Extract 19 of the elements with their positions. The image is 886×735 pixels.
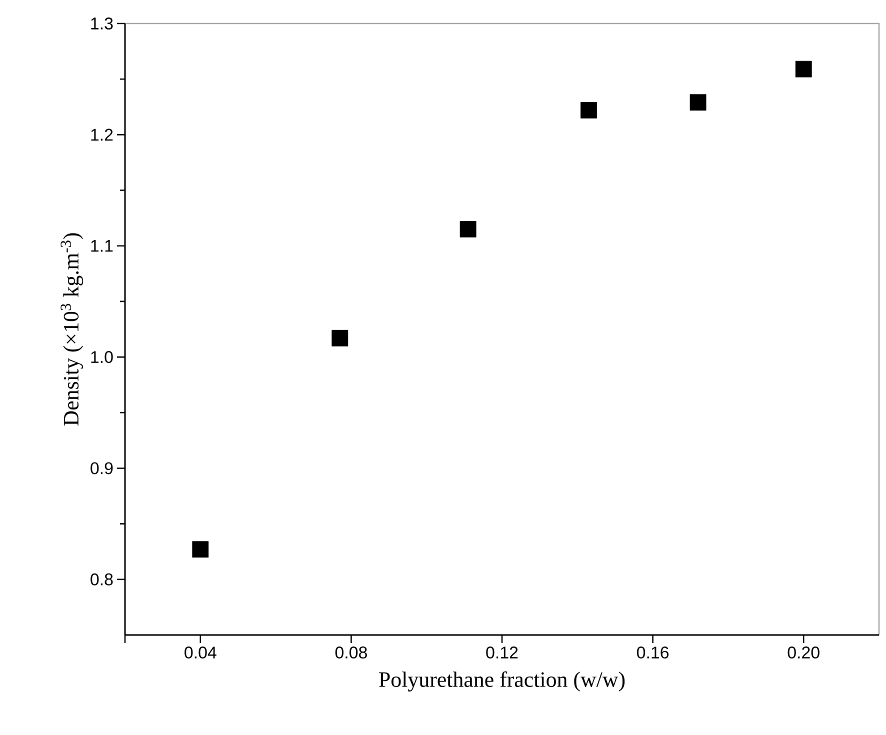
point	[460, 220, 476, 238]
y-tick-label: 1.1	[91, 240, 113, 252]
point	[690, 94, 706, 111]
y-axis-title: Density (×10$^{3}$ kg.m$^{-3}$)	[60, 233, 84, 426]
x-tick-label: 0.08	[335, 646, 367, 659]
point	[332, 330, 348, 346]
x-axis-title: Polyurethane fraction (w/w)	[379, 671, 625, 692]
point	[580, 102, 597, 118]
x-tick-label: 0.20	[788, 646, 820, 659]
y-tick-label: 0.8	[90, 573, 113, 586]
x-tick-label: 0.12	[486, 646, 518, 659]
y-tick-label: 1.3	[91, 17, 113, 30]
y-tick-label: 1.0	[91, 351, 113, 364]
y-tick-label: 1.2	[91, 128, 113, 141]
x-tick-label: 0.16	[636, 646, 669, 659]
point	[795, 60, 812, 78]
y-tick-label: 0.9	[90, 462, 113, 474]
point	[192, 541, 209, 558]
x-tick-label: 0.04	[184, 646, 216, 659]
